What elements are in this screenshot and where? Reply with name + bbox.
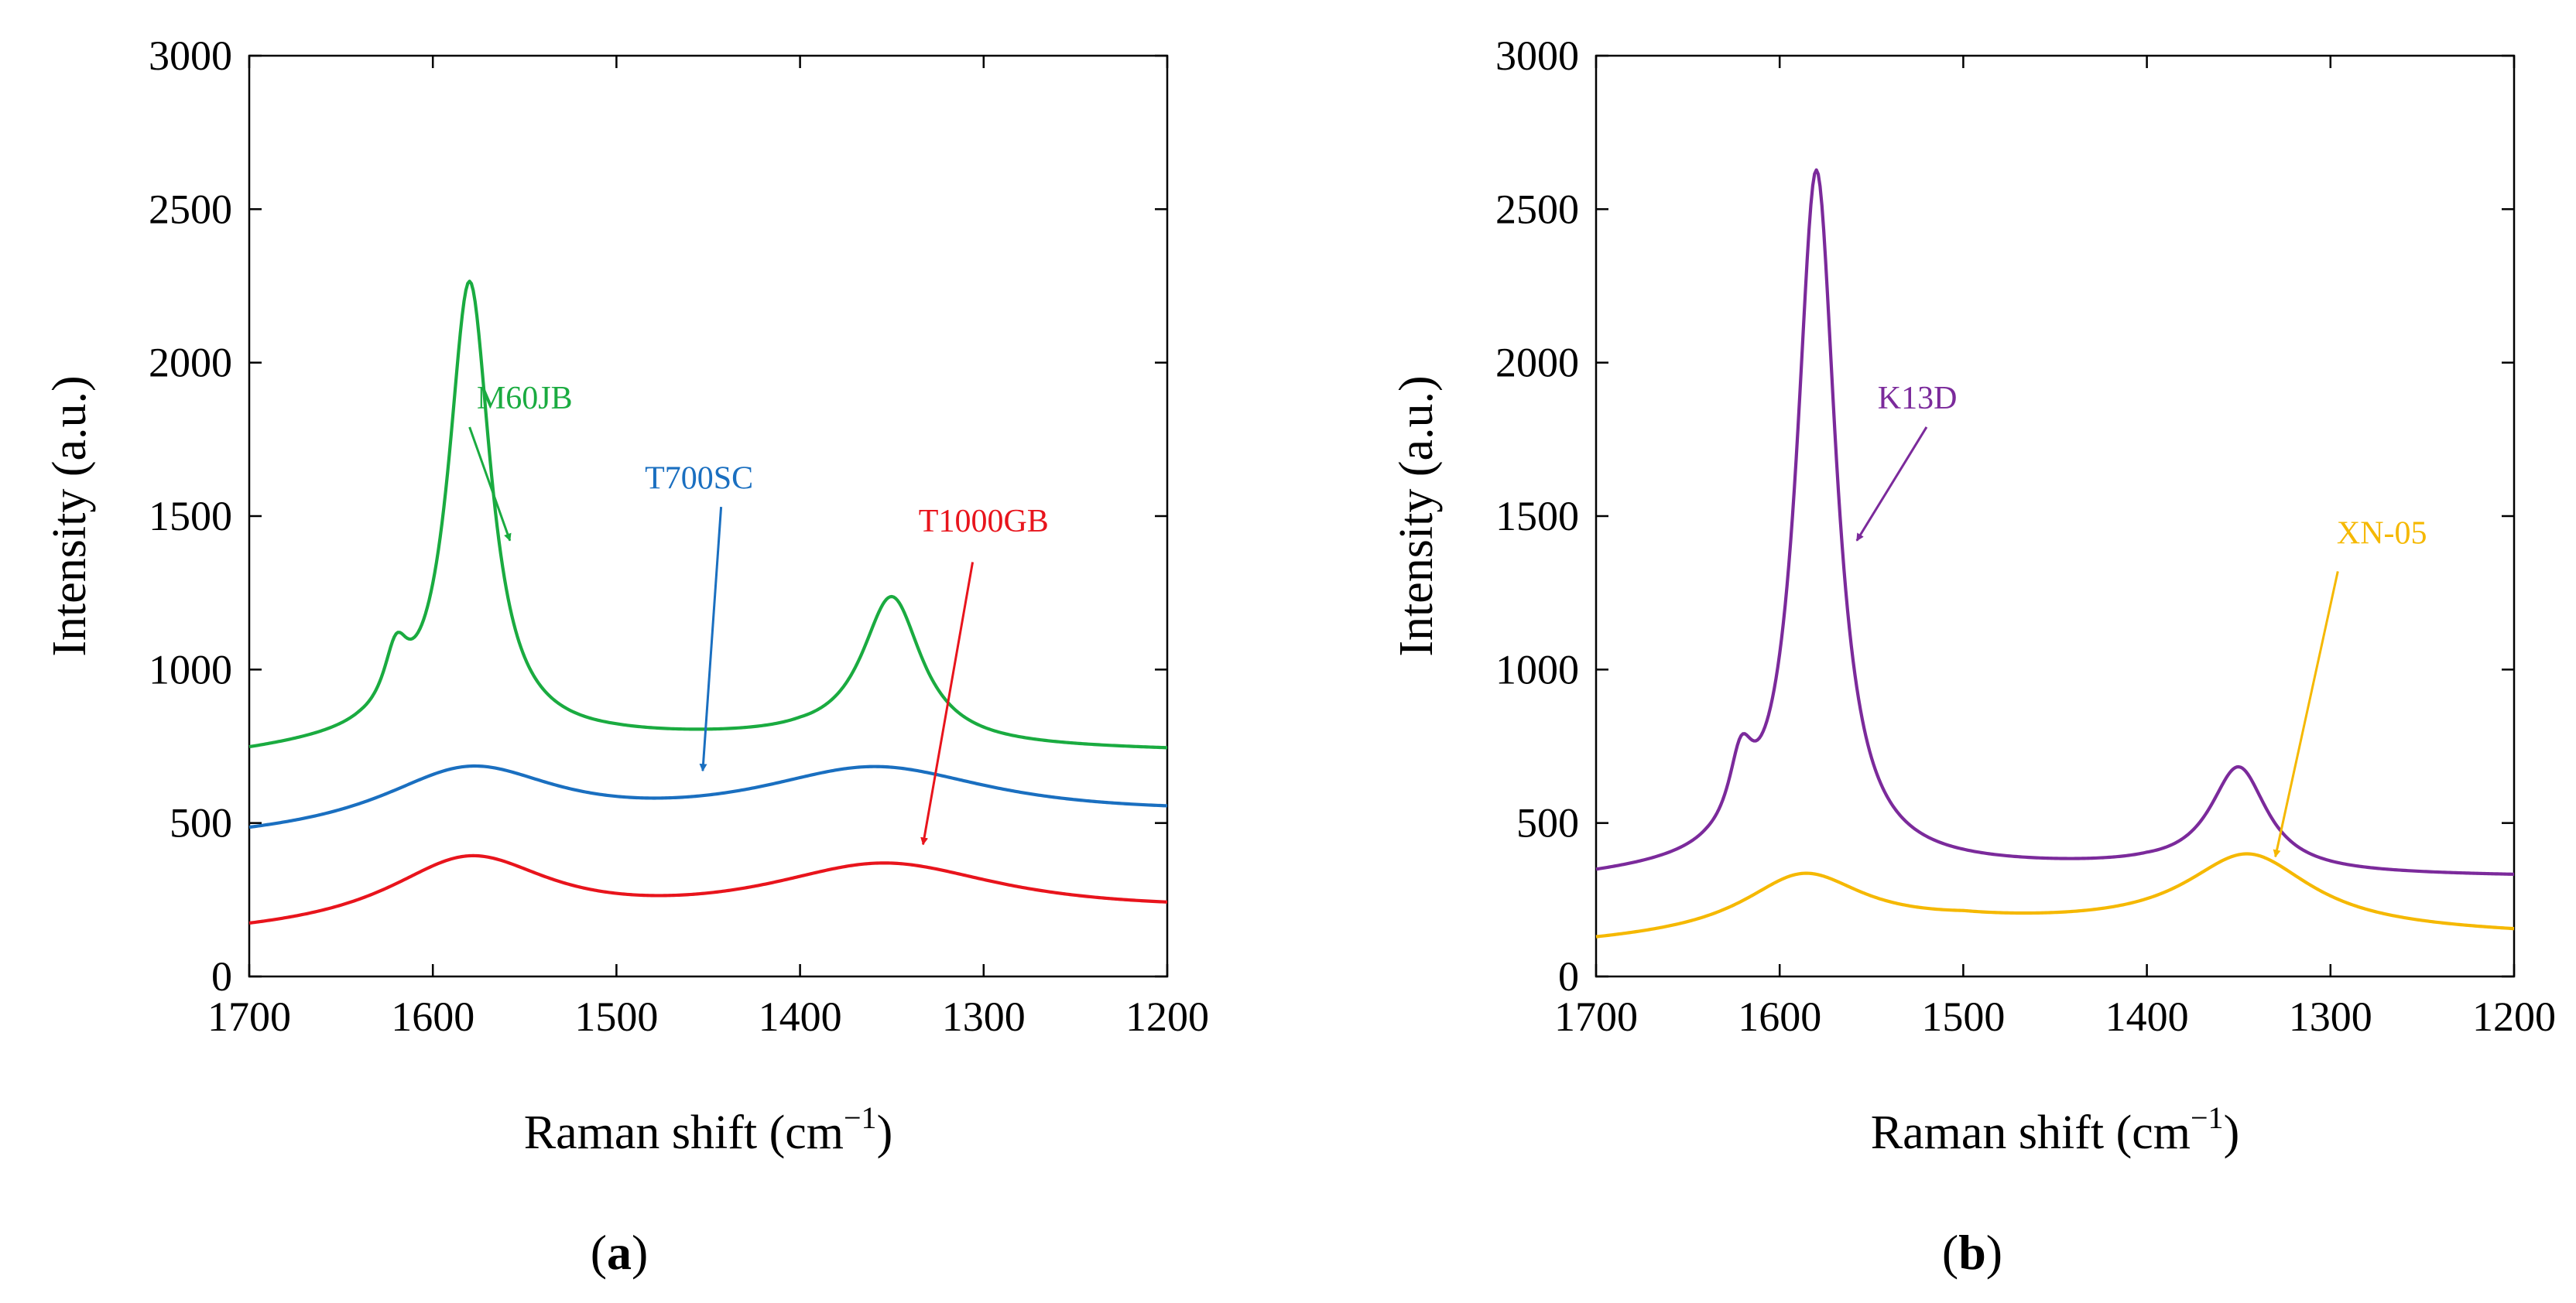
x-tick-label-a-0: 1700 xyxy=(207,993,291,1040)
x-tick-label-b-1: 1600 xyxy=(1738,993,1821,1040)
series-label-xn-05: XN-05 xyxy=(2337,516,2427,552)
x-tick-label-a-4: 1300 xyxy=(942,993,1026,1040)
y-tick-label-a-5: 2500 xyxy=(149,186,232,232)
y-axis-label-b: Intensity (a.u.) xyxy=(1390,375,1443,656)
x-tick-label-b-0: 1700 xyxy=(1554,993,1638,1040)
x-axis-label-a: Raman shift (cm−1) xyxy=(524,1100,892,1159)
y-tick-label-b-2: 1000 xyxy=(1495,646,1579,693)
x-tick-label-a-2: 1500 xyxy=(574,993,658,1040)
series-line-t1000gb xyxy=(248,853,1168,925)
x-tick-label-b-4: 1300 xyxy=(2289,993,2372,1040)
series-label-t700sc: T700SC xyxy=(645,460,753,496)
series-arrow-xn-05 xyxy=(2273,571,2339,858)
series-line-k13d xyxy=(1595,168,2515,876)
series-arrow-k13d xyxy=(1855,426,1928,542)
x-tick-label-a-1: 1600 xyxy=(391,993,474,1040)
y-tick-label-a-4: 2000 xyxy=(149,340,232,386)
series-line-xn-05 xyxy=(1595,852,2515,939)
y-tick-label-a-3: 1500 xyxy=(149,493,232,539)
panel-a-chart: 1700 1600 1500 1400 1300 1200 0 500 1000 1500 2000… xyxy=(43,32,1209,1159)
series-arrow-m60jb xyxy=(468,426,512,542)
series-arrow-t1000gb xyxy=(920,562,975,846)
y-tick-label-a-0: 0 xyxy=(211,953,232,1000)
y-tick-label-a-2: 1000 xyxy=(149,646,232,693)
y-axis-label-a: Intensity (a.u.) xyxy=(43,375,96,656)
series-label-t1000gb: T1000GB xyxy=(919,504,1049,539)
x-tick-label-a-3: 1400 xyxy=(759,993,842,1040)
panel-a-label: (a) xyxy=(591,1225,649,1280)
y-tick-label-a-6: 3000 xyxy=(149,32,232,79)
y-tick-label-b-6: 3000 xyxy=(1495,32,1579,79)
y-tick-label-b-4: 2000 xyxy=(1495,340,1579,386)
series-arrow-t700sc xyxy=(699,506,723,772)
x-axis-label-b: Raman shift (cm−1) xyxy=(1871,1100,2239,1159)
x-tick-label-b-5: 1200 xyxy=(2472,993,2556,1040)
y-tick-label-a-1: 500 xyxy=(170,800,232,846)
x-tick-label-a-5: 1200 xyxy=(1125,993,1209,1040)
series-line-t700sc xyxy=(248,764,1168,829)
y-tick-label-b-5: 2500 xyxy=(1495,186,1579,232)
y-tick-label-b-1: 500 xyxy=(1516,800,1579,846)
panel-b-label: (b) xyxy=(1942,1225,2002,1280)
y-tick-label-b-0: 0 xyxy=(1558,953,1579,1000)
series-label-k13d: K13D xyxy=(1878,381,1958,416)
x-tick-label-b-3: 1400 xyxy=(2105,993,2189,1040)
series-line-m60jb xyxy=(248,279,1168,750)
x-tick-label-b-2: 1500 xyxy=(1921,993,2005,1040)
series-label-m60jb: M60JB xyxy=(477,381,573,416)
panel-b-chart: 1700 1600 1500 1400 1300 1200 0 500 1000 1500 2000… xyxy=(1390,32,2556,1159)
y-tick-label-b-3: 1500 xyxy=(1495,493,1579,539)
